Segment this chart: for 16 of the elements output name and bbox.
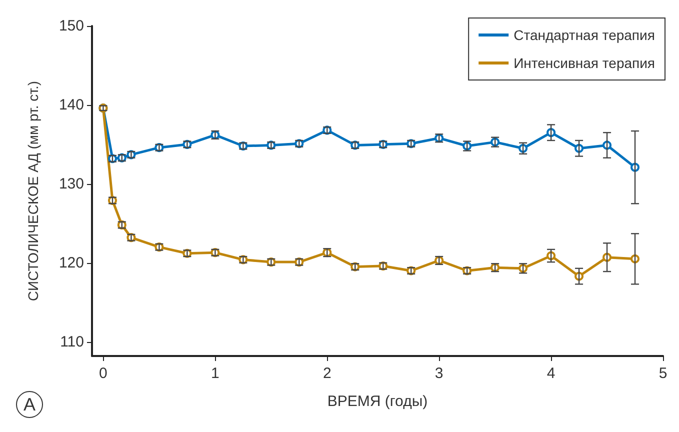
x-tick-label: 4 <box>546 365 556 382</box>
x-tick-label: 2 <box>322 365 332 382</box>
y-tick-label: 140 <box>58 96 84 114</box>
x-tick-label: 3 <box>434 365 444 382</box>
y-tick-label: 150 <box>58 18 84 34</box>
y-tick-label: 110 <box>60 333 84 350</box>
y-axis-title: СИСТОЛИЧЕСКОЕ АД (мм рт. ст.) <box>25 80 41 302</box>
text: A <box>24 394 36 414</box>
legend-label: Стандартная терапия <box>514 27 655 43</box>
x-tick-label: 5 <box>658 365 668 382</box>
legend-label: Интенсивная терапия <box>514 55 656 71</box>
y-tick-label: 120 <box>58 254 84 272</box>
x-tick-label: 0 <box>99 365 108 382</box>
y-tick-label: 130 <box>58 175 84 192</box>
x-tick-label: 1 <box>210 365 220 382</box>
x-axis-title: ВРЕМЯ (годы) <box>327 393 428 410</box>
